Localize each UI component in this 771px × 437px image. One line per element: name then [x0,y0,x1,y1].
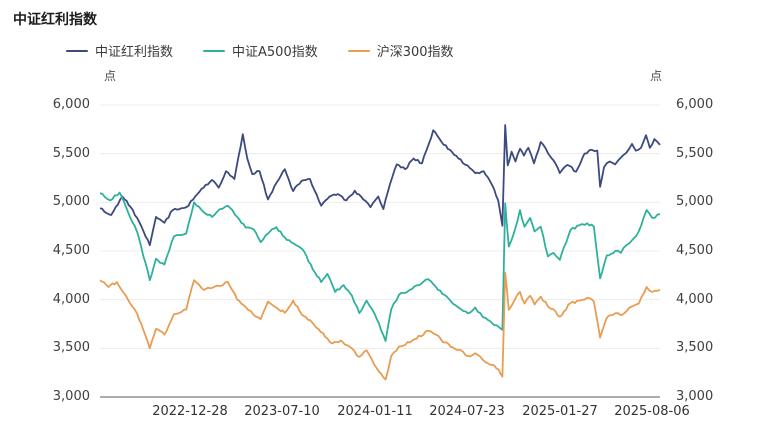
legend-item-2[interactable]: 中证A500指数 [203,41,318,60]
y-axis-label-left: 3,000 [52,389,90,404]
x-axis-label: 2024-01-11 [337,404,413,419]
y-axis-label-left: 5,000 [52,194,90,210]
y-axis-label-right: 4,500 [676,243,714,258]
x-axis-label: 2022-12-28 [152,404,228,419]
y-axis-label-right: 6,000 [676,97,714,112]
series-line-中证A500指数 [99,191,661,342]
x-axis-label: 2025-01-27 [522,404,598,419]
y-axis-label-right: 4,000 [676,291,714,307]
legend-label: 沪深300指数 [376,45,454,60]
chart-title: 中证红利指数 [13,12,97,28]
y-axis-label-right: 3,000 [676,389,714,404]
x-axis-label: 2025-08-06 [614,404,690,419]
unit-label-left: 点 [104,69,117,83]
legend-label: 中证红利指数 [95,45,174,60]
legend-item-3[interactable]: 沪深300指数 [347,41,454,60]
series-line-中证红利指数 [99,124,661,247]
legend-line-icon [203,49,226,52]
series-line-沪深300指数 [99,271,661,381]
legend-item-1[interactable]: 中证红利指数 [66,41,173,60]
legend-line-icon [347,49,370,52]
x-axis-label: 2024-07-23 [429,404,505,419]
unit-label-right: 点 [650,69,663,83]
y-axis-label-right: 5,000 [676,194,714,210]
y-axis-label-left: 4,000 [52,291,90,307]
y-axis-label-left: 5,500 [52,145,90,161]
y-axis-label-left: 6,000 [52,97,90,112]
legend-line-icon [66,49,88,52]
line-chart-plot [99,104,661,398]
legend: 中证红利指数 中证A500指数 沪深300指数 [66,41,454,60]
y-axis-label-left: 3,500 [52,340,90,356]
x-axis-label: 2023-07-10 [244,404,320,419]
legend-label: 中证A500指数 [232,45,318,60]
y-axis-label-right: 3,500 [676,340,714,356]
y-axis-label-left: 4,500 [52,243,90,258]
y-axis-label-right: 5,500 [676,145,714,161]
